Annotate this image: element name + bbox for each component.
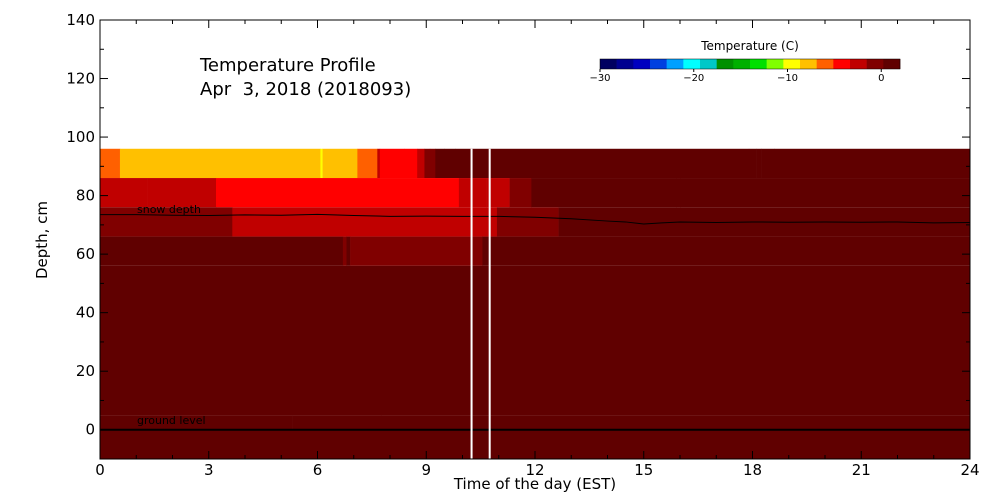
heatmap-cell — [100, 415, 293, 430]
heatmap-cell — [444, 148, 456, 179]
x-tick-label: 21 — [852, 461, 871, 479]
heatmap-cell — [357, 148, 378, 179]
colorbar-swatch — [716, 59, 734, 69]
heatmap-cell — [676, 178, 681, 208]
chart-title: Temperature Profile — [199, 55, 376, 76]
y-tick-label: 80 — [76, 187, 95, 205]
colorbar-swatch — [700, 59, 717, 69]
time-markers — [470, 148, 491, 459]
heatmap-cell — [417, 148, 425, 179]
x-tick-label: 0 — [95, 461, 105, 479]
colorbar-swatch — [766, 59, 784, 69]
colorbar-swatch — [683, 59, 701, 69]
heatmap-cell — [346, 236, 351, 266]
x-tick-label: 3 — [204, 461, 214, 479]
heatmap-cell — [761, 148, 775, 179]
y-axis-title: Depth, cm — [33, 201, 51, 279]
heatmap-cell — [350, 236, 483, 266]
y-tick-label: 20 — [76, 362, 95, 380]
x-tick-label: 12 — [525, 461, 544, 479]
heatmap-cell — [756, 148, 762, 179]
heatmap-cell — [377, 148, 381, 179]
x-axis-title: Time of the day (EST) — [453, 475, 616, 493]
heatmap-cell — [100, 236, 344, 266]
y-tick-label: 40 — [76, 304, 95, 322]
colorbar: −30 −20 −10 0 — [589, 58, 901, 84]
colorbar-title: Temperature (C) — [700, 39, 799, 53]
snow-depth-series — [100, 213, 971, 225]
heatmap-cell — [380, 415, 971, 430]
x-tick-label: 18 — [743, 461, 762, 479]
y-tick-label: 100 — [66, 128, 95, 146]
colorbar-swatch — [800, 59, 817, 69]
heatmap-cell — [482, 236, 971, 266]
heatmap-cell — [429, 148, 436, 179]
colorbar-tick-label: 0 — [878, 73, 884, 84]
colorbar-swatch — [850, 59, 867, 69]
axis-ticks: 0 3 6 9 12 15 18 21 24 0 20 40 60 80 100 120 140 — [66, 11, 979, 479]
chart-subtitle: Apr 3, 2018 (2018093) — [200, 79, 411, 100]
heatmap-cell — [292, 415, 382, 430]
colorbar-tick-label: −10 — [777, 73, 798, 84]
heatmap-cell — [379, 148, 405, 179]
colorbar-swatch — [883, 59, 901, 69]
heatmap-cell — [232, 207, 498, 237]
colorbar-swatch — [783, 59, 801, 69]
heatmap-cell — [100, 207, 233, 237]
heatmap-cell — [100, 148, 121, 179]
heatmap-cell — [680, 178, 971, 208]
y-tick-label: 120 — [66, 70, 95, 88]
x-tick-label: 9 — [421, 461, 431, 479]
heatmap-cell — [342, 236, 347, 266]
heatmap-cells — [100, 148, 971, 459]
heatmap-cell — [424, 148, 431, 179]
heatmap-cell — [320, 148, 323, 179]
heatmap-cell — [119, 148, 200, 179]
heatmap-cell — [216, 178, 460, 208]
colorbar-tick-label: −30 — [589, 73, 610, 84]
heatmap-cell — [199, 148, 321, 179]
y-tick-label: 0 — [85, 421, 95, 439]
heatmap-cell — [100, 178, 148, 208]
colorbar-swatch — [733, 59, 751, 69]
heatmap-cell — [774, 148, 971, 179]
colorbar-swatch — [600, 59, 617, 69]
heatmap-cell — [486, 178, 510, 208]
colorbar-frame — [599, 58, 901, 70]
colorbar-swatch — [650, 59, 667, 69]
x-tick-label: 6 — [313, 461, 323, 479]
heatmap-cell — [100, 265, 971, 416]
heatmap-cell — [496, 207, 559, 237]
colorbar-swatch — [833, 59, 851, 69]
colorbar-swatch — [866, 59, 884, 69]
heatmap-cell — [458, 178, 487, 208]
x-tick-label: 15 — [634, 461, 653, 479]
heatmap-cell — [455, 148, 750, 179]
colorbar-swatch — [666, 59, 684, 69]
heatmap-cell — [531, 178, 677, 208]
colorbar-tick-label: −20 — [683, 73, 704, 84]
heatmap-cell — [322, 148, 358, 179]
heatmap-cell — [404, 148, 418, 179]
snow-depth-line — [100, 213, 971, 225]
colorbar-swatch — [750, 59, 767, 69]
snow-depth-label: snow depth — [137, 203, 201, 216]
heatmap-cell — [748, 148, 757, 179]
heatmap-cell — [509, 178, 532, 208]
y-tick-label: 60 — [76, 245, 95, 263]
x-tick-label: 24 — [960, 461, 979, 479]
colorbar-swatch — [633, 59, 651, 69]
heatmap-cell — [147, 178, 217, 208]
colorbar-swatch — [816, 59, 834, 69]
ground-level-label: ground level — [137, 414, 206, 427]
colorbar-swatch — [616, 59, 634, 69]
y-tick-label: 140 — [66, 11, 95, 29]
heatmap-cell — [435, 148, 445, 179]
